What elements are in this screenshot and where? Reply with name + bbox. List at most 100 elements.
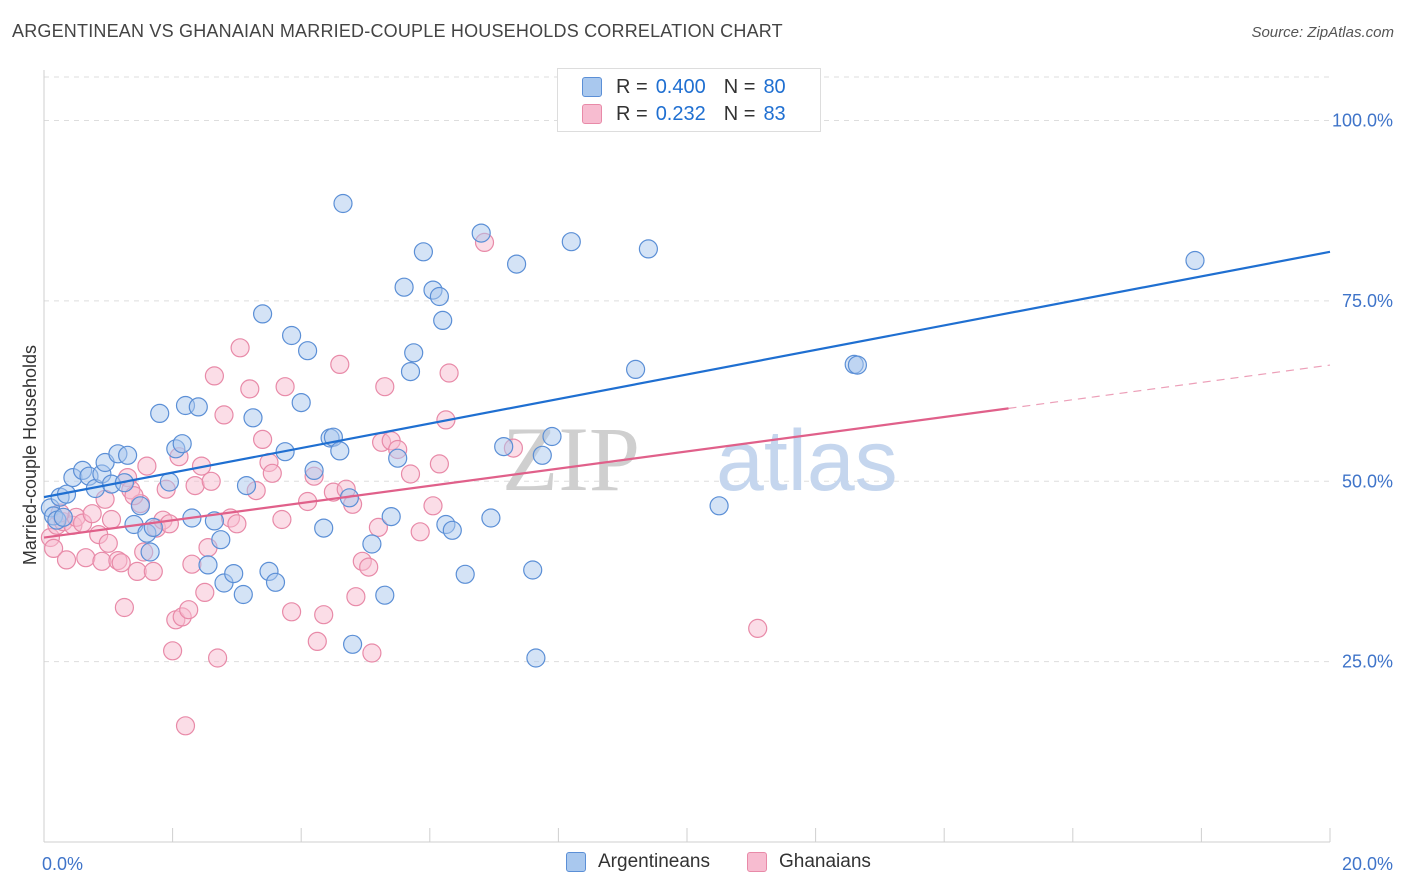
ghanaians-point [346,587,366,607]
argentineans-point [211,530,231,550]
argentineans-point [117,445,138,465]
argentineans-point [394,277,414,297]
argentineans-point [455,564,475,584]
legend-n-value: 83 [763,102,786,125]
argentineans-point [330,441,350,461]
argentineans-point [282,325,302,346]
ghanaians-point [359,557,379,577]
correlation-legend: R = 0.400 N = 80 R = 0.232 N = 83 [557,68,821,132]
argentineans-point [343,634,363,654]
ghanaians-point [429,454,449,474]
argentineans-point [388,448,408,468]
ghanaians-label: Ghanaians [779,851,871,872]
ghanaians-swatch [747,852,767,872]
legend-swatch-blue [582,77,602,97]
argentineans-point [561,232,581,252]
argentineans-point [638,239,659,259]
y-tick-label: 25.0% [1342,652,1393,672]
ghanaians-point [137,456,157,476]
ghanaians-point [182,554,202,574]
ghanaians-point [195,582,215,603]
argentineans-point [481,508,501,528]
argentineans-point [433,310,453,330]
legend-r-value: 0.400 [655,75,706,98]
ghanaians-point [111,553,131,573]
argentineans-point [236,476,257,496]
argentineans-point [140,542,160,562]
ghanaians-point [262,463,282,483]
argentineans-point [526,648,546,668]
ghanaians-point [179,600,199,620]
ghanaians-point [163,641,183,661]
argentineans-point [159,472,179,492]
argentineans-point [506,254,527,274]
argentineans-point [53,507,73,527]
ghanaians-trend-line [43,407,1009,539]
legend-item-ghanaians[interactable]: Ghanaians [747,851,871,873]
y-tick-label: 75.0% [1342,291,1393,311]
x-tick-label: 0.0% [42,854,83,874]
legend-r-label: R = [616,75,648,98]
argentineans-point [625,359,646,379]
argentineans-point [1185,250,1205,271]
argentineans-trend-line [43,250,1331,499]
argentineans-point [523,560,543,580]
legend-n-value: 80 [763,75,786,98]
argentineans-point [233,584,253,605]
legend-row-ghanaians: R = 0.232 N = 83 [582,101,786,127]
series-legend: Argentineans Ghanaians [0,851,1406,879]
argentineans-point [291,393,311,413]
ghanaians-point [143,561,163,582]
ghanaians-point [114,597,135,618]
argentineans-point [847,355,868,375]
axes [43,70,1331,843]
argentineans-point [413,242,433,262]
legend-n-label: N = [723,102,756,125]
watermark-zip: ZIP [502,408,640,510]
legend-r-value: 0.232 [655,102,706,125]
ghanaians-points [40,232,768,736]
ghanaians-point [92,551,112,571]
chart-title: ARGENTINEAN VS GHANAIAN MARRIED-COUPLE H… [12,21,783,41]
trend-lines [43,250,1331,539]
argentineans-point [188,397,208,417]
ghanaians-point [208,648,228,668]
ghanaians-point [400,464,421,484]
ghanaians-point [275,377,295,397]
argentineans-point [298,341,318,361]
argentineans-point [253,304,273,324]
ghanaians-point [439,363,459,383]
y-tick-label: 50.0% [1342,471,1393,491]
ghanaians-point [159,514,179,534]
ghanaians-point [423,496,443,516]
ghanaians-point [375,377,395,397]
argentineans-point [172,434,192,454]
y-axis-label: Married-couple Households [20,345,40,565]
argentineans-point [381,506,401,527]
argentineans-point [404,343,424,363]
legend-item-argentineans[interactable]: Argentineans [566,851,710,873]
legend-n-label: N = [723,75,756,98]
ghanaians-point [56,550,77,570]
ghanaians-point [282,602,302,622]
argentineans-point [362,534,382,554]
ghanaians-point [185,476,205,496]
ghanaians-point [253,429,273,449]
argentineans-point [224,563,244,584]
ghanaians-point [175,716,196,736]
ghanaians-point [214,405,234,425]
ghanaians-point [43,538,64,559]
ghanaians-point [98,533,118,553]
ghanaians-point [272,509,292,530]
ghanaians-point [240,379,260,399]
legend-r-label: R = [616,102,648,125]
ghanaians-point [76,548,96,568]
argentineans-point [243,408,263,428]
watermark-atlas: atlas [716,413,898,509]
x-tick-label: 20.0% [1342,854,1393,874]
ghanaians-point [314,605,334,625]
argentineans-point [375,585,395,605]
ghanaians-point [230,338,250,358]
argentineans-point [709,496,729,516]
